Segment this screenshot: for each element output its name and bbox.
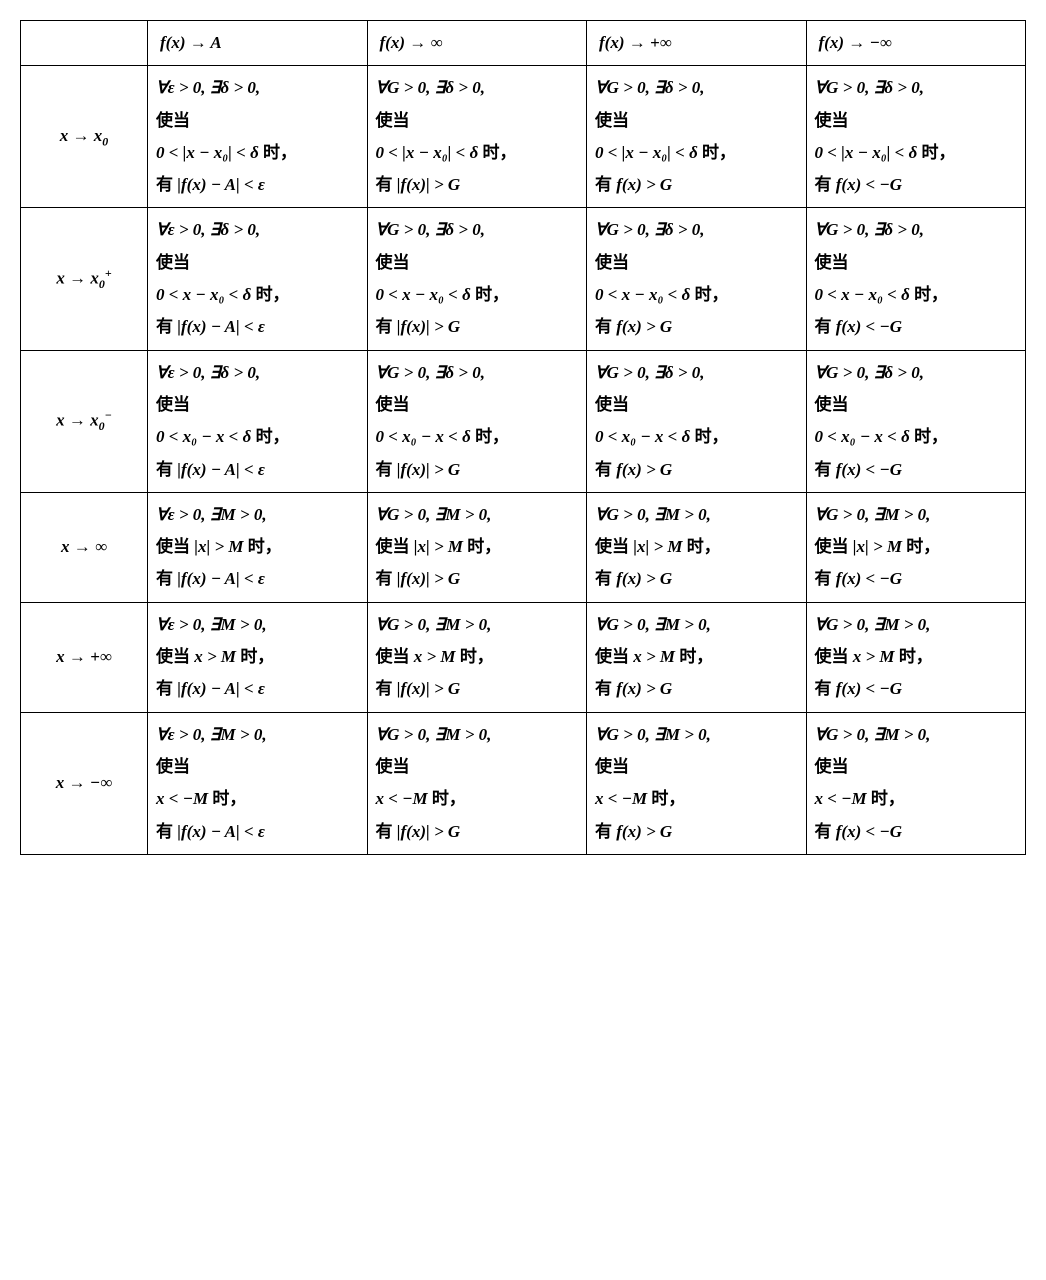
definition-cell: ∀G > 0, ∃M > 0,使当 |x| > M 时，有 f(x) > G — [587, 492, 807, 602]
row-header: x → x0+ — [21, 208, 148, 350]
definition-cell: ∀G > 0, ∃δ > 0,使当0 < |x − x₀| < δ 时，有 |f… — [367, 66, 587, 208]
definition-cell: ∀ε > 0, ∃δ > 0,使当0 < x − x₀ < δ 时，有 |f(x… — [148, 208, 368, 350]
table-row: x → x0∀ε > 0, ∃δ > 0,使当0 < |x − x₀| < δ … — [21, 66, 1026, 208]
definition-cell: ∀ε > 0, ∃δ > 0,使当0 < |x − x₀| < δ 时，有 |f… — [148, 66, 368, 208]
col-header: f(x) → −∞ — [806, 21, 1026, 66]
col-header: f(x) → +∞ — [587, 21, 807, 66]
table-row: x → x0−∀ε > 0, ∃δ > 0,使当0 < x₀ − x < δ 时… — [21, 350, 1026, 492]
definition-cell: ∀G > 0, ∃M > 0,使当 x > M 时，有 f(x) > G — [587, 602, 807, 712]
table-row: x → x0+∀ε > 0, ∃δ > 0,使当0 < x − x₀ < δ 时… — [21, 208, 1026, 350]
definition-cell: ∀G > 0, ∃δ > 0,使当0 < |x − x₀| < δ 时，有 f(… — [587, 66, 807, 208]
definition-cell: ∀ε > 0, ∃M > 0,使当 x > M 时，有 |f(x) − A| <… — [148, 602, 368, 712]
definition-cell: ∀G > 0, ∃M > 0,使当x < −M 时，有 |f(x)| > G — [367, 712, 587, 854]
table-body: x → x0∀ε > 0, ∃δ > 0,使当0 < |x − x₀| < δ … — [21, 66, 1026, 855]
col-header: f(x) → A — [148, 21, 368, 66]
col-header: f(x) → ∞ — [367, 21, 587, 66]
row-header: x → +∞ — [21, 602, 148, 712]
definition-cell: ∀G > 0, ∃δ > 0,使当0 < x₀ − x < δ 时，有 f(x)… — [806, 350, 1026, 492]
definition-cell: ∀G > 0, ∃M > 0,使当 x > M 时，有 f(x) < −G — [806, 602, 1026, 712]
row-header: x → x0 — [21, 66, 148, 208]
definition-cell: ∀G > 0, ∃M > 0,使当x < −M 时，有 f(x) > G — [587, 712, 807, 854]
definition-cell: ∀G > 0, ∃M > 0,使当 |x| > M 时，有 |f(x)| > G — [367, 492, 587, 602]
definition-cell: ∀G > 0, ∃δ > 0,使当0 < x − x₀ < δ 时，有 f(x)… — [587, 208, 807, 350]
definition-cell: ∀ε > 0, ∃δ > 0,使当0 < x₀ − x < δ 时，有 |f(x… — [148, 350, 368, 492]
definition-cell: ∀G > 0, ∃M > 0,使当 x > M 时，有 |f(x)| > G — [367, 602, 587, 712]
definition-cell: ∀G > 0, ∃δ > 0,使当0 < x₀ − x < δ 时，有 |f(x… — [367, 350, 587, 492]
definition-cell: ∀ε > 0, ∃M > 0,使当 |x| > M 时，有 |f(x) − A|… — [148, 492, 368, 602]
definition-cell: ∀G > 0, ∃δ > 0,使当0 < |x − x₀| < δ 时，有 f(… — [806, 66, 1026, 208]
definition-cell: ∀G > 0, ∃M > 0,使当 |x| > M 时，有 f(x) < −G — [806, 492, 1026, 602]
definition-cell: ∀G > 0, ∃δ > 0,使当0 < x₀ − x < δ 时，有 f(x)… — [587, 350, 807, 492]
definition-cell: ∀G > 0, ∃δ > 0,使当0 < x − x₀ < δ 时，有 f(x)… — [806, 208, 1026, 350]
definition-cell: ∀G > 0, ∃M > 0,使当x < −M 时，有 f(x) < −G — [806, 712, 1026, 854]
row-header: x → ∞ — [21, 492, 148, 602]
row-header: x → x0− — [21, 350, 148, 492]
row-header: x → −∞ — [21, 712, 148, 854]
definition-cell: ∀G > 0, ∃δ > 0,使当0 < x − x₀ < δ 时，有 |f(x… — [367, 208, 587, 350]
definition-cell: ∀ε > 0, ∃M > 0,使当x < −M 时，有 |f(x) − A| <… — [148, 712, 368, 854]
table-row: x → ∞∀ε > 0, ∃M > 0,使当 |x| > M 时，有 |f(x)… — [21, 492, 1026, 602]
corner-cell — [21, 21, 148, 66]
table-row: x → −∞∀ε > 0, ∃M > 0,使当x < −M 时，有 |f(x) … — [21, 712, 1026, 854]
header-row: f(x) → A f(x) → ∞ f(x) → +∞ f(x) → −∞ — [21, 21, 1026, 66]
limit-definitions-table: f(x) → A f(x) → ∞ f(x) → +∞ f(x) → −∞ x … — [20, 20, 1026, 855]
table-row: x → +∞∀ε > 0, ∃M > 0,使当 x > M 时，有 |f(x) … — [21, 602, 1026, 712]
